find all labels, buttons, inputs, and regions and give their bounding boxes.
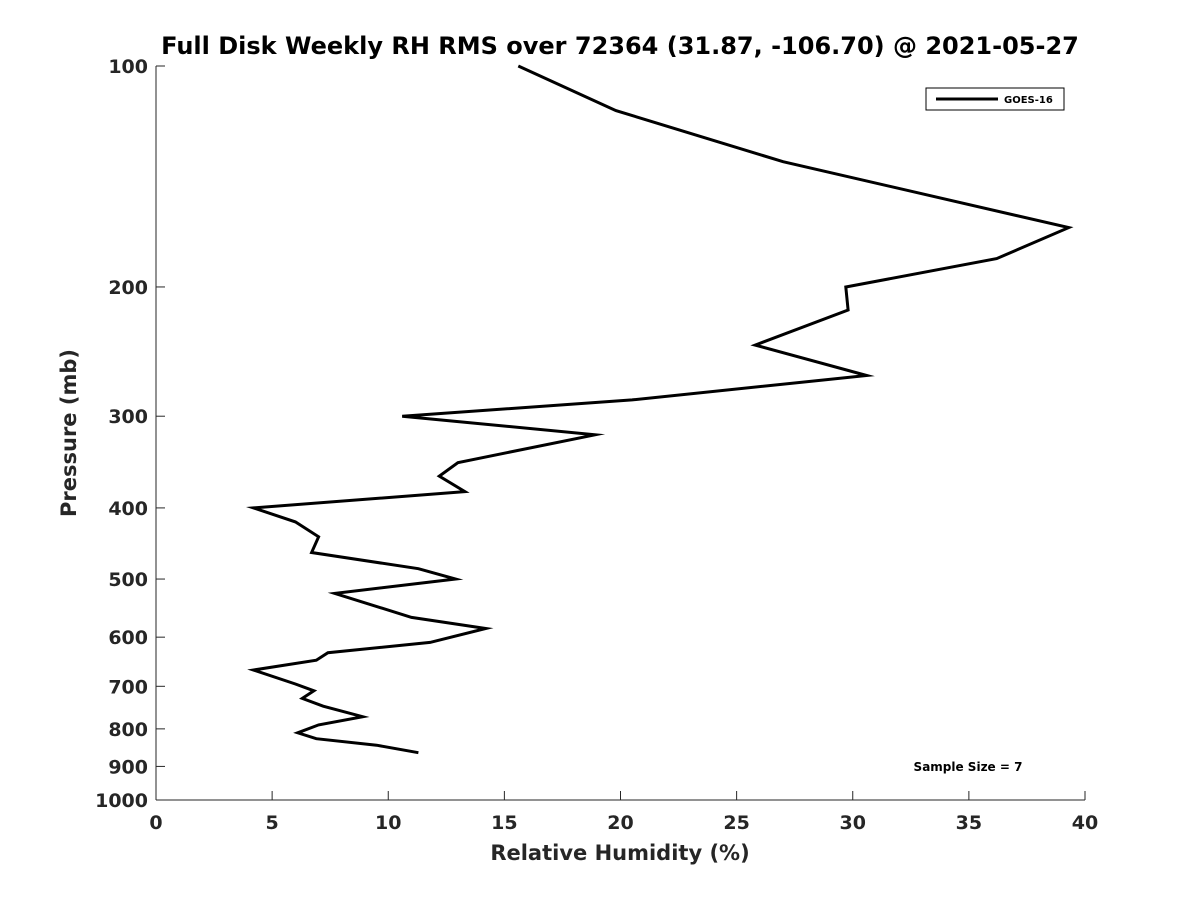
- x-tick-label: 20: [607, 812, 633, 834]
- sample-size-annotation: Sample Size = 7: [914, 760, 1023, 774]
- legend: GOES-16: [925, 87, 1065, 111]
- y-tick-label: 200: [108, 277, 148, 299]
- axes: 0 5 10 15 20 25 30 35 40 100 200 300 400 500 600 700 800…: [95, 56, 1098, 834]
- x-axis-label: Relative Humidity (%): [490, 841, 749, 865]
- y-tick-label: 300: [108, 406, 148, 428]
- x-tick-label: 40: [1072, 812, 1098, 834]
- chart-title: Full Disk Weekly RH RMS over 72364 (31.8…: [161, 32, 1079, 60]
- x-tick-label: 35: [956, 812, 982, 834]
- y-tick-label: 1000: [95, 790, 148, 812]
- x-tick-label: 10: [375, 812, 401, 834]
- y-tick-label: 500: [108, 569, 148, 591]
- x-tick-label: 0: [149, 812, 162, 834]
- y-tick-label: 100: [108, 56, 148, 78]
- x-tick-label: 25: [723, 812, 749, 834]
- x-tick-label: 30: [840, 812, 866, 834]
- y-tick-label: 400: [108, 498, 148, 520]
- x-tick-label: 15: [491, 812, 517, 834]
- y-tick-label: 700: [108, 676, 148, 698]
- y-axis-label: Pressure (mb): [57, 349, 81, 517]
- legend-label-goes-16: GOES-16: [1004, 95, 1053, 106]
- y-tick-label: 600: [108, 627, 148, 649]
- y-tick-label: 800: [108, 719, 148, 741]
- y-tick-label: 900: [108, 756, 148, 778]
- x-tick-label: 5: [266, 812, 279, 834]
- series-layer: [245, 64, 1074, 755]
- series-line-goes-16: [245, 64, 1074, 755]
